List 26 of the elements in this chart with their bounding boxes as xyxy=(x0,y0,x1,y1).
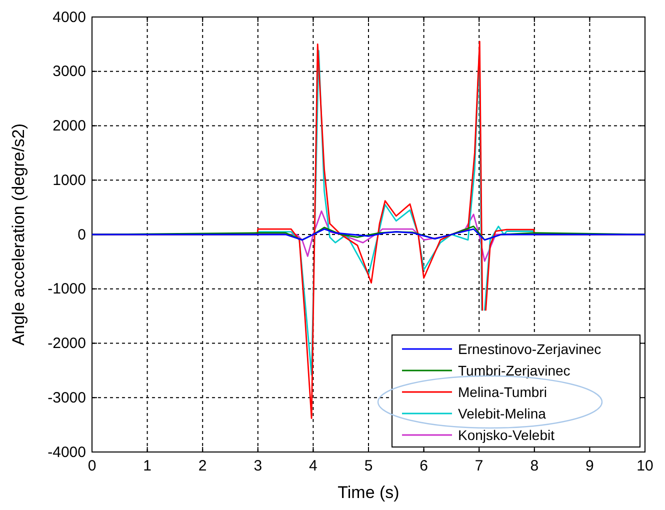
x-axis-title: Time (s) xyxy=(338,483,400,502)
legend-label: Melina-Tumbri xyxy=(458,384,547,400)
x-tick-label: 4 xyxy=(309,458,318,475)
x-tick-label: 9 xyxy=(586,458,594,475)
y-tick-label: -1000 xyxy=(48,280,86,298)
x-tick-label: 7 xyxy=(474,458,484,475)
x-tick-label: 1 xyxy=(143,458,152,475)
y-tick-label: 2000 xyxy=(52,118,86,135)
x-tick-label: 6 xyxy=(420,458,428,475)
x-tick-label: 8 xyxy=(530,458,539,475)
x-tick-label: 5 xyxy=(364,458,373,475)
legend-label: Konjsko-Velebit xyxy=(458,427,555,443)
y-axis-title: Angle acceleration (degre/s2) xyxy=(9,123,28,346)
y-tick-label: 4000 xyxy=(52,8,86,26)
x-tick-label: 2 xyxy=(198,458,207,475)
legend-label: Tumbri-Zerjavinec xyxy=(458,362,570,378)
y-tick-label: 0 xyxy=(78,226,86,244)
legend-label: Ernestinovo-Zerjavinec xyxy=(458,341,602,357)
y-tick-label: -4000 xyxy=(48,444,86,461)
x-tick-label: 10 xyxy=(636,458,654,475)
y-tick-label: 3000 xyxy=(52,63,86,80)
x-tick-label: 3 xyxy=(254,458,262,475)
y-tick-label: -3000 xyxy=(48,389,86,406)
legend-label: Velebit-Melina xyxy=(458,406,546,422)
y-tick-label: 1000 xyxy=(52,172,86,189)
y-tick-label: -2000 xyxy=(48,335,86,352)
